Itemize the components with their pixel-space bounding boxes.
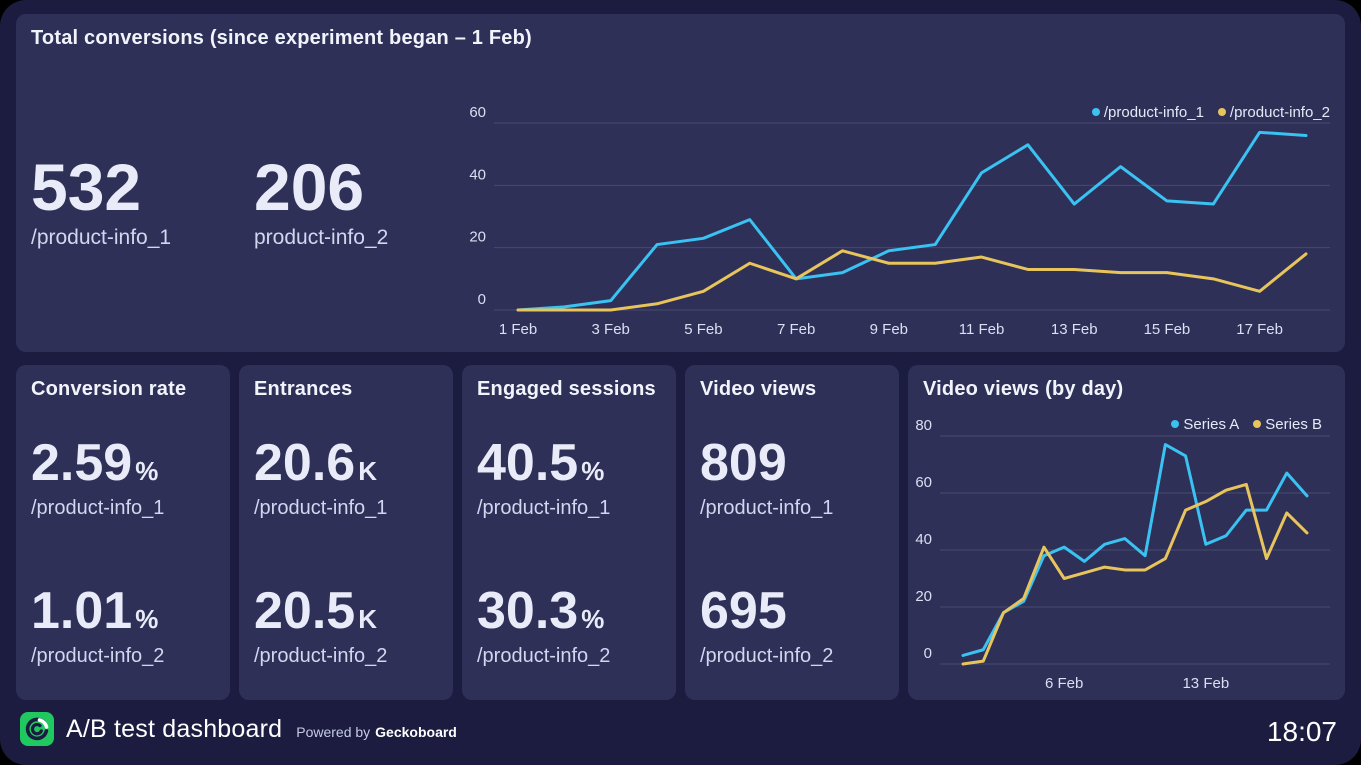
- svg-text:80: 80: [915, 417, 932, 434]
- legend-label: /product-info_2: [1229, 104, 1330, 121]
- panel-engaged-sessions: Engaged sessions 40.5% /product-info_1 3…: [462, 365, 676, 700]
- stat-block: 40.5% /product-info_1: [477, 437, 610, 520]
- panel-title: Total conversions (since experiment bega…: [31, 27, 532, 49]
- stat-label: /product-info_2: [700, 645, 834, 667]
- svg-text:1 Feb: 1 Feb: [499, 321, 537, 338]
- chart-legend: Series A Series B: [1171, 416, 1322, 433]
- total-conversions-line-chart: 0 20 40 60 1 Feb 3 Feb 5 Feb 7 Feb 9 Feb 11 Feb 13…: [469, 104, 1330, 338]
- legend-dot-icon: [1217, 108, 1226, 116]
- legend-label: /product-info_1: [1103, 104, 1204, 121]
- panel-video-views-by-day: Video views (by day) Series A Series B 0…: [908, 365, 1345, 700]
- stat-value: 20.6 K: [254, 434, 377, 492]
- stat-label: /product-info_1: [31, 226, 172, 249]
- total-conversions-stat-1: 532 /product-info_1: [31, 154, 171, 250]
- svg-text:13 Feb: 13 Feb: [1051, 321, 1098, 338]
- stat-label: /product-info_1: [31, 497, 165, 519]
- clock: 18:07: [1266, 716, 1337, 747]
- stat-block: 30.3% /product-info_2: [477, 585, 610, 668]
- legend-label: Series A: [1183, 416, 1240, 433]
- stat-suffix: K: [358, 604, 377, 634]
- svg-text:17 Feb: 17 Feb: [1236, 321, 1283, 338]
- panel-total-conversions: Total conversions (since experiment bega…: [16, 14, 1345, 352]
- svg-text:0: 0: [478, 291, 486, 308]
- stat-value: 2.59%: [31, 434, 159, 492]
- svg-text:6 Feb: 6 Feb: [1045, 675, 1083, 692]
- stat-value: 30.3%: [477, 582, 605, 640]
- legend-item-product-info-1: /product-info_1: [1091, 104, 1204, 121]
- powered-by: Powered by Geckoboard: [296, 724, 457, 740]
- legend-dot-icon: [1253, 420, 1262, 428]
- svg-text:13 Feb: 13 Feb: [1182, 675, 1229, 692]
- stat-block: 20.5 K /product-info_2: [254, 585, 387, 668]
- stat-block: 695 /product-info_2: [700, 585, 833, 668]
- stat-label: /product-info_1: [477, 497, 611, 519]
- stat-suffix: %: [135, 604, 159, 634]
- stat-value: 695: [700, 582, 787, 640]
- legend-item-series-b: Series B: [1253, 416, 1322, 433]
- geckoboard-brand: Geckoboard: [375, 724, 457, 740]
- stat-suffix: K: [358, 456, 377, 486]
- svg-text:7 Feb: 7 Feb: [777, 321, 815, 338]
- svg-text:60: 60: [469, 104, 486, 121]
- stat-value: 1.01%: [31, 582, 159, 640]
- stat-value: 532: [31, 150, 142, 224]
- stat-block: 20.6 K /product-info_1: [254, 437, 387, 520]
- stat-value: 40.5%: [477, 434, 605, 492]
- stat-label: /product-info_2: [31, 645, 165, 667]
- stat-label: /product-info_1: [700, 497, 834, 519]
- stat-suffix: %: [135, 456, 159, 486]
- legend-item-series-a: Series A: [1171, 416, 1239, 433]
- svg-text:20: 20: [915, 588, 932, 605]
- stat-suffix: %: [581, 456, 605, 486]
- panel-video-views: Video views 809 /product-info_1 695 /pro…: [685, 365, 899, 700]
- svg-text:5 Feb: 5 Feb: [684, 321, 722, 338]
- legend-label: Series B: [1265, 416, 1322, 433]
- stat-label: /product-info_2: [477, 645, 611, 667]
- svg-text:9 Feb: 9 Feb: [870, 321, 908, 338]
- svg-text:15 Feb: 15 Feb: [1144, 321, 1191, 338]
- svg-text:40: 40: [915, 531, 932, 548]
- chart-legend: /product-info_1 /product-info_2: [1091, 104, 1330, 121]
- panel-title: Entrances: [254, 378, 353, 400]
- panel-title: Video views: [700, 378, 817, 400]
- stat-block: 2.59% /product-info_1: [31, 437, 164, 520]
- dashboard-title: A/B test dashboard: [66, 714, 283, 743]
- geckoboard-logo: [20, 712, 54, 746]
- panel-conversion-rate: Conversion rate 2.59% /product-info_1 1.…: [16, 365, 230, 700]
- legend-dot-icon: [1171, 420, 1180, 428]
- svg-text:3 Feb: 3 Feb: [592, 321, 630, 338]
- footer: A/B test dashboard Powered by Geckoboard: [20, 712, 457, 746]
- svg-text:20: 20: [469, 229, 486, 246]
- svg-text:60: 60: [915, 474, 932, 491]
- legend-item-product-info-2: /product-info_2: [1217, 104, 1330, 121]
- stat-block: 1.01% /product-info_2: [31, 585, 164, 668]
- panel-title: Video views (by day): [923, 378, 1124, 400]
- stat-label: product-info_2: [254, 226, 389, 249]
- svg-text:11 Feb: 11 Feb: [959, 321, 1005, 338]
- stat-value: 809: [700, 434, 787, 492]
- stat-block: 809 /product-info_1: [700, 437, 833, 520]
- stat-value: 20.5 K: [254, 582, 377, 640]
- panel-entrances: Entrances 20.6 K /product-info_1 20.5 K /p…: [239, 365, 453, 700]
- legend-dot-icon: [1091, 108, 1100, 116]
- svg-text:0: 0: [924, 645, 932, 662]
- panel-title: Engaged sessions: [477, 378, 656, 400]
- video-views-line-chart: 0 20 40 60 80 6 Feb 13 Feb: [915, 417, 1330, 692]
- stat-value: 206: [254, 150, 365, 224]
- total-conversions-stat-2: 206 product-info_2: [254, 154, 388, 250]
- stat-label: /product-info_2: [254, 645, 388, 667]
- panel-title: Conversion rate: [31, 378, 187, 400]
- stat-suffix: %: [581, 604, 605, 634]
- stat-label: /product-info_1: [254, 497, 388, 519]
- svg-text:40: 40: [469, 166, 486, 183]
